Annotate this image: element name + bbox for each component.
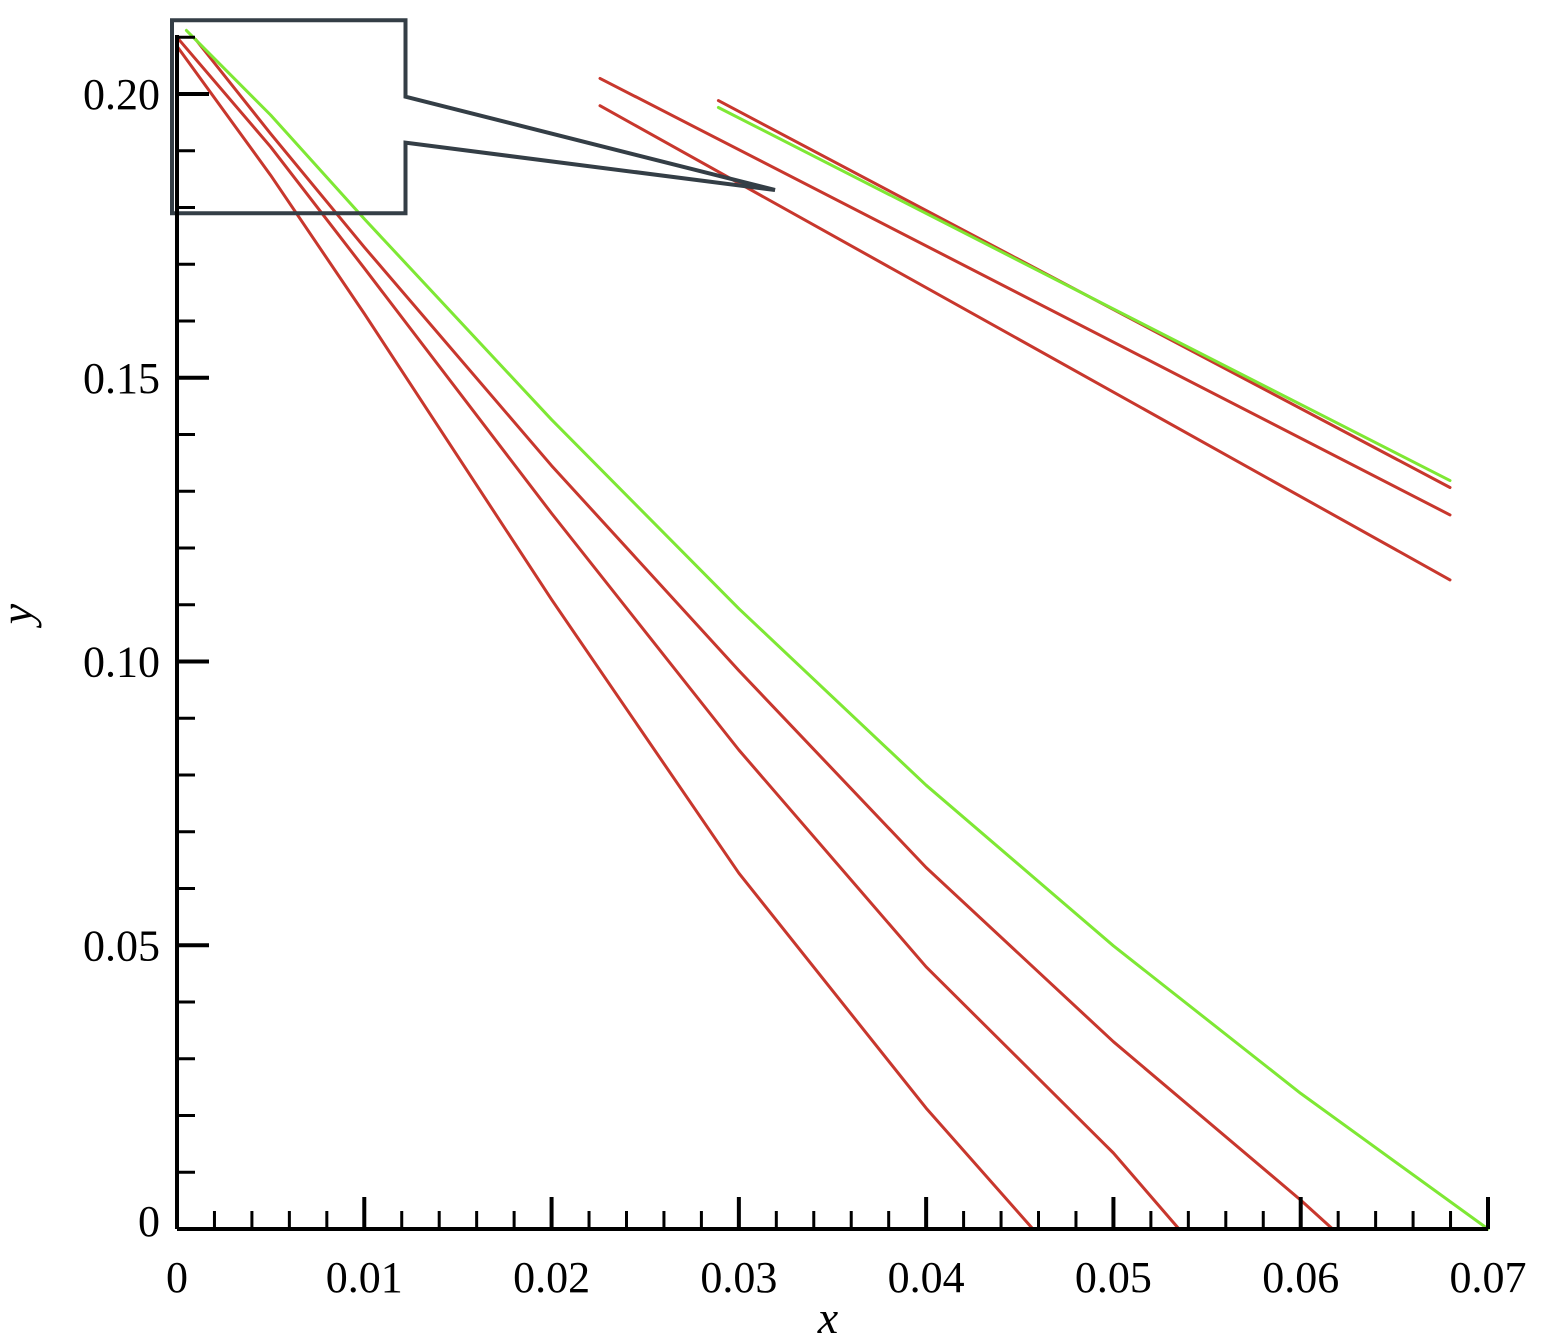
y-tick-label: 0.10 [83,638,160,687]
y-tick-label: 0.20 [83,70,160,119]
y-tick-label: 0.15 [83,354,160,403]
series-layer [175,28,1490,1231]
y-axis-label: y [0,603,42,628]
x-tick-label: 0 [166,1253,188,1302]
series-line-4 [184,28,1490,1231]
x-tick-label: 0.07 [1450,1253,1527,1302]
zoom-box-callout [170,18,776,216]
inset-series-line-2 [598,76,1452,517]
zoom-callout [170,18,776,216]
x-tick-label: 0.06 [1262,1253,1339,1302]
x-tick-label: 0.02 [513,1253,590,1302]
zoom-inset [598,76,1452,582]
axes: 0 0.01 0.02 0.03 0.04 0.05 0.06 0.07 0 0.05 0.10 0.… [83,35,1527,1302]
series-line-3 [194,38,1335,1231]
x-tick-label: 0.04 [888,1253,965,1302]
inset-series-line-4 [716,106,1452,483]
series-line-2 [175,35,1181,1231]
y-tick-label: 0.05 [83,921,160,970]
x-tick-label: 0.01 [326,1253,403,1302]
x-tick-label: 0.05 [1075,1253,1152,1302]
x-axis-label: x [817,1292,839,1337]
x-tick-label: 0.03 [700,1253,777,1302]
series-line-1 [175,44,1035,1231]
y-tick-label: 0 [138,1197,160,1246]
